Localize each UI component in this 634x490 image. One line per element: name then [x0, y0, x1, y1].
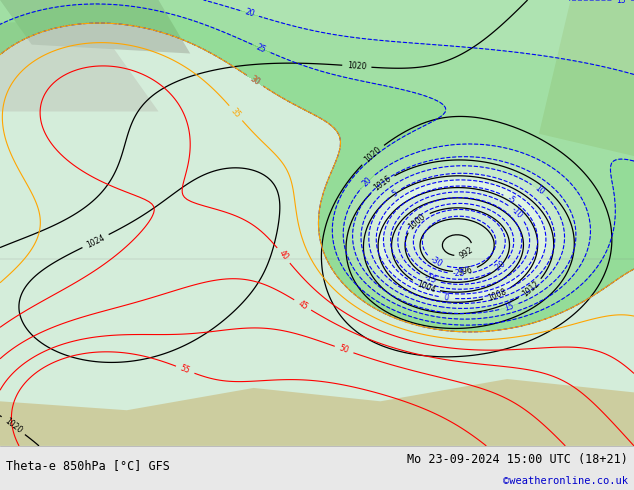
Polygon shape: [0, 22, 158, 112]
Text: 1008: 1008: [486, 287, 508, 302]
Text: 1012: 1012: [521, 279, 541, 298]
Text: 0: 0: [443, 293, 449, 302]
Text: 40: 40: [277, 249, 290, 262]
Text: 10: 10: [533, 184, 546, 197]
Text: 992: 992: [458, 245, 475, 261]
Polygon shape: [0, 0, 190, 53]
Polygon shape: [0, 379, 634, 446]
Text: -20: -20: [493, 259, 508, 274]
Text: 45: 45: [296, 298, 309, 311]
Text: 35: 35: [229, 106, 242, 120]
Text: 1000: 1000: [407, 212, 427, 231]
Text: Mo 23-09-2024 15:00 UTC (18+21): Mo 23-09-2024 15:00 UTC (18+21): [407, 453, 628, 466]
Text: 996: 996: [457, 265, 473, 276]
Text: 20: 20: [243, 8, 256, 19]
Text: ©weatheronline.co.uk: ©weatheronline.co.uk: [503, 476, 628, 486]
Text: -15: -15: [423, 272, 437, 286]
Text: 15: 15: [616, 0, 626, 4]
Text: Theta-e 850hPa [°C] GFS: Theta-e 850hPa [°C] GFS: [6, 459, 170, 472]
Text: 1020: 1020: [347, 61, 366, 72]
Text: 30: 30: [249, 74, 261, 87]
Polygon shape: [539, 0, 634, 156]
Text: 1024: 1024: [85, 233, 107, 249]
Text: 5: 5: [391, 188, 399, 198]
Text: -10: -10: [510, 205, 525, 221]
Text: -25: -25: [453, 270, 465, 278]
Text: 15: 15: [503, 301, 515, 313]
Text: -5: -5: [505, 194, 517, 205]
Text: 1020: 1020: [3, 416, 23, 435]
Text: -30: -30: [429, 255, 444, 269]
Text: 30: 30: [249, 74, 261, 87]
Text: 1020: 1020: [363, 145, 383, 165]
Text: 50: 50: [338, 343, 350, 355]
Text: 25: 25: [255, 43, 268, 54]
Text: 1016: 1016: [372, 174, 392, 193]
Text: 55: 55: [179, 364, 191, 376]
Text: 20: 20: [361, 175, 374, 188]
Text: 1004: 1004: [415, 279, 437, 294]
